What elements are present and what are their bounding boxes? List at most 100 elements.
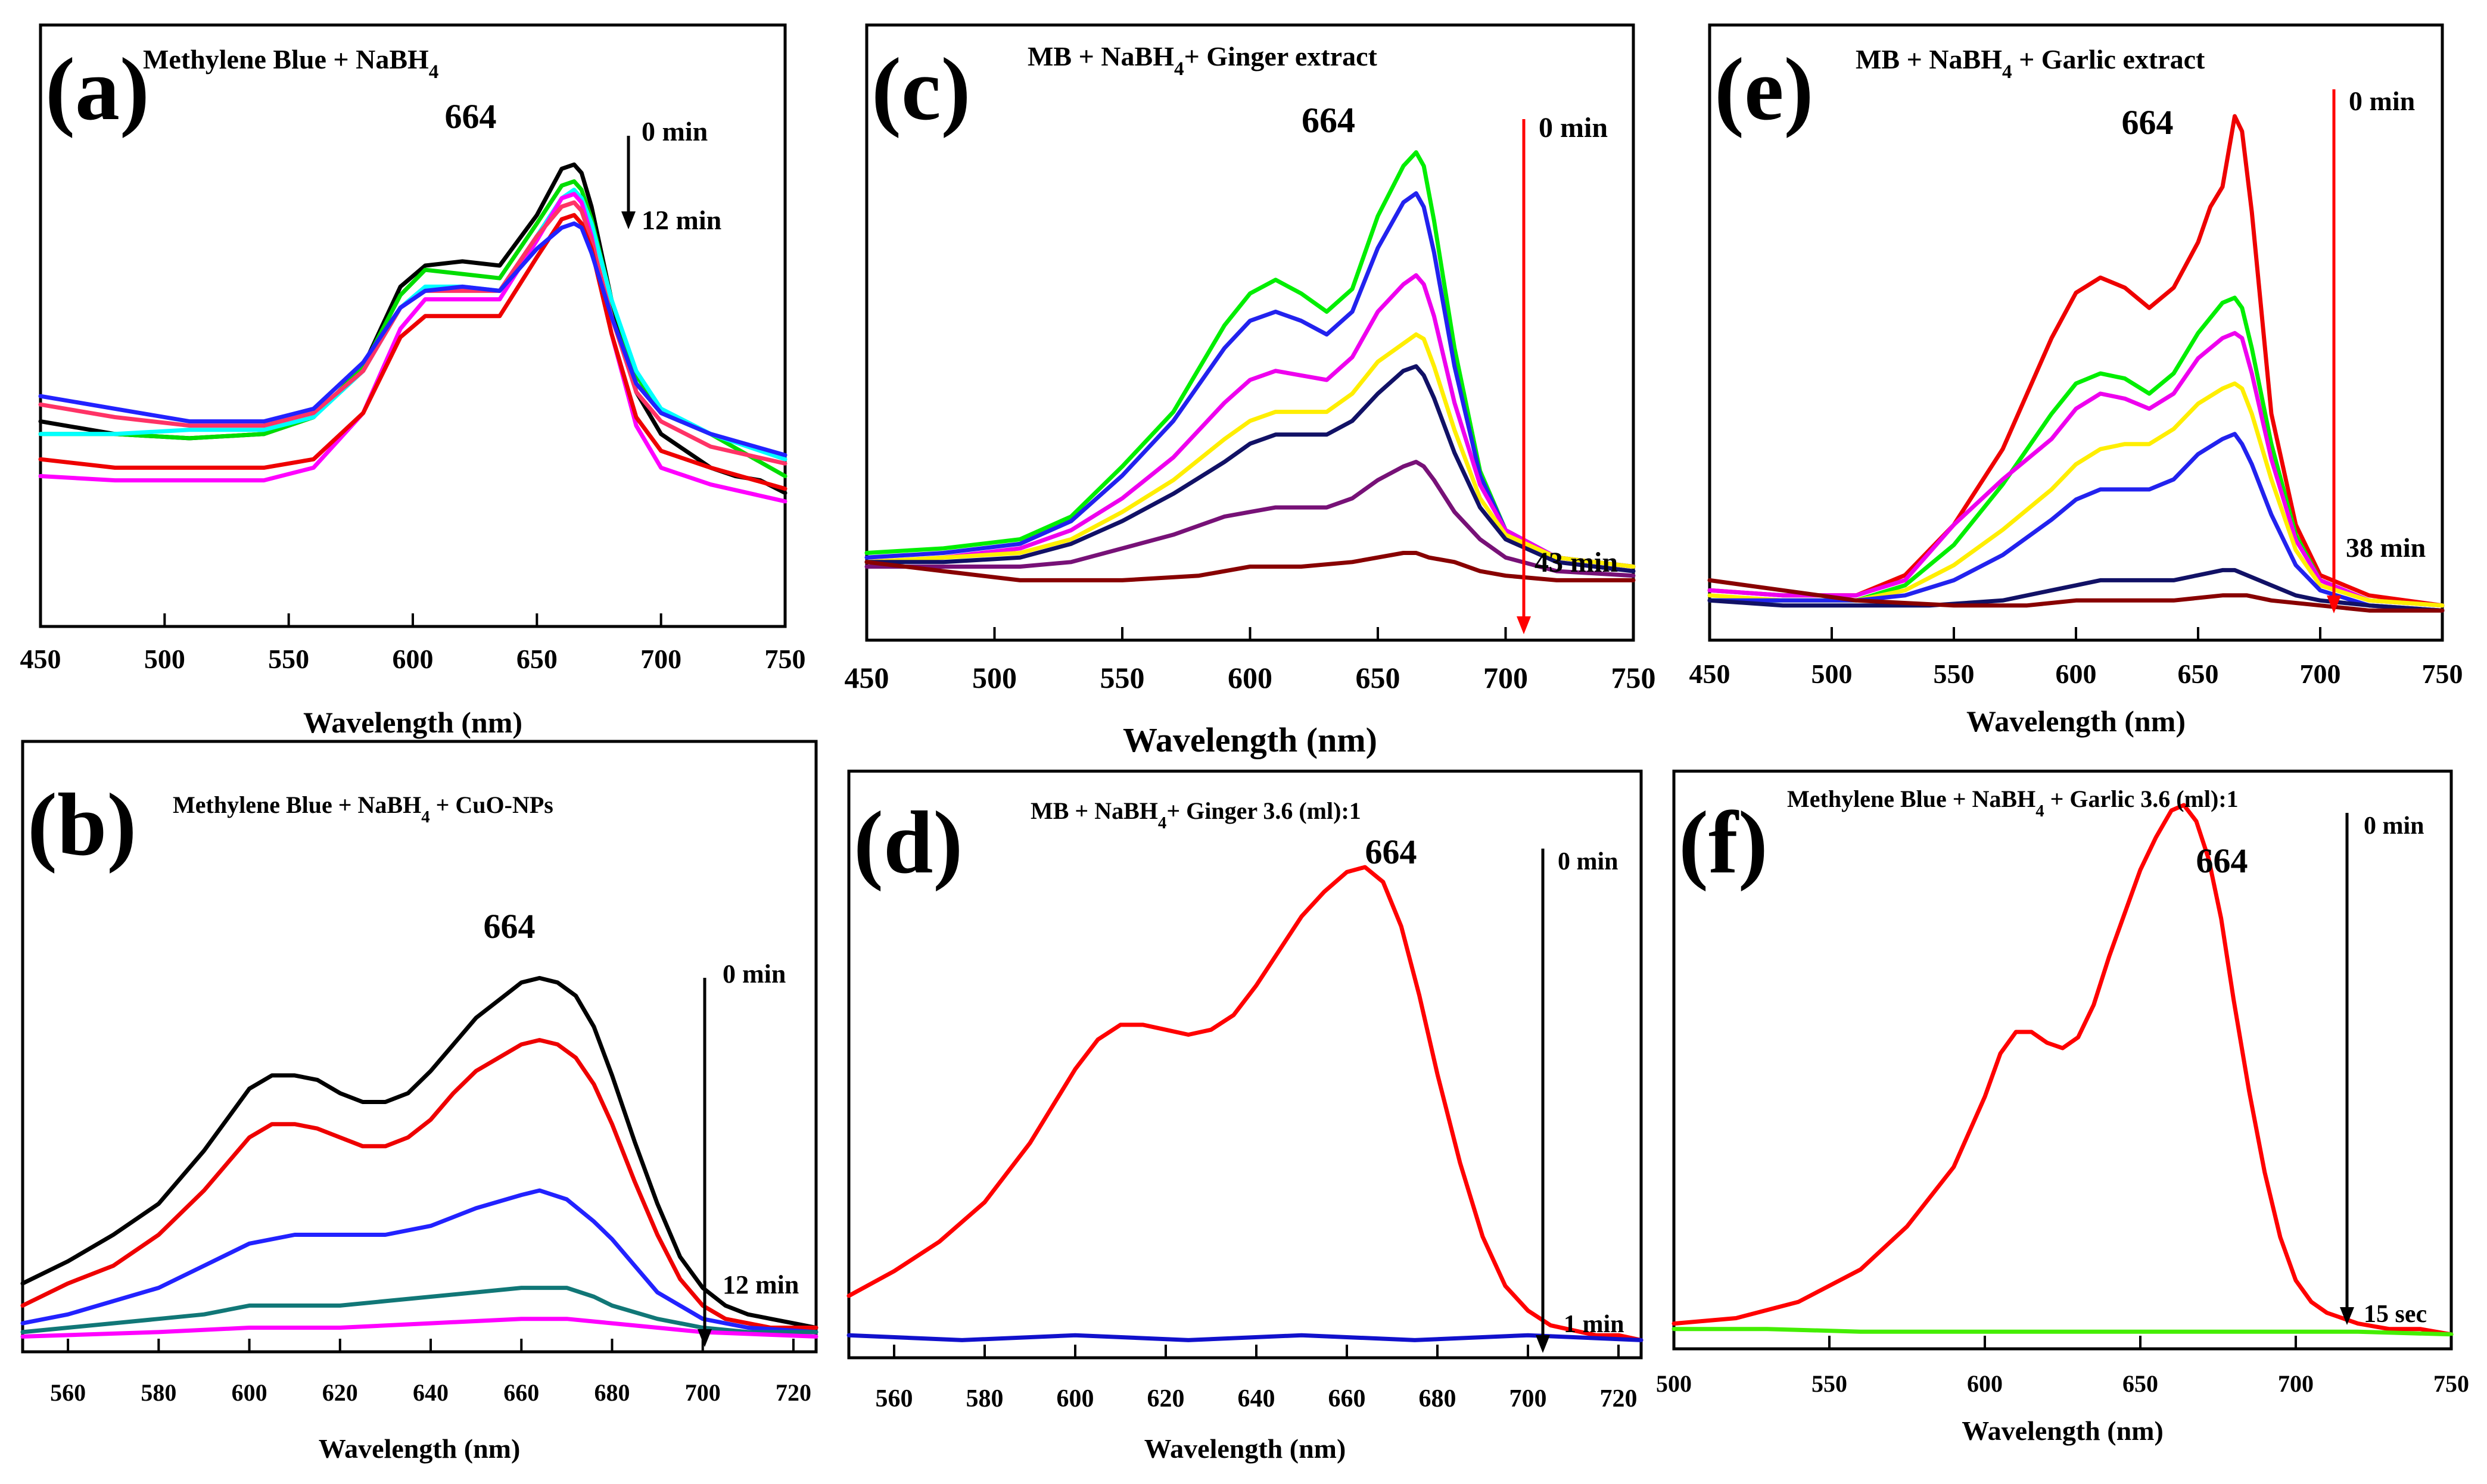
x-axis-a: 450 500 550 600 650 700 750: [20, 613, 806, 674]
time-arrow-head-f: [2340, 1307, 2354, 1325]
series-line-b-3: [20, 1286, 818, 1335]
chart-title-part-c-0: MB + NaBH: [1028, 41, 1174, 71]
arrow-start-label-d: 0 min: [1558, 848, 1618, 875]
peak-label-a: 664: [445, 97, 497, 136]
peak-label-d: 664: [1365, 833, 1417, 871]
series-line-f-0: [1672, 803, 2454, 1337]
x-tick-label-d-6: 680: [1419, 1385, 1456, 1413]
panel-b: 560 580 600 620 640 660 680 700 720 Wavelength (n…: [20, 740, 818, 1464]
chart-title-part-c-1: 4: [1174, 58, 1184, 80]
x-tick-label-c-3: 600: [1228, 661, 1272, 694]
series-line-b-0: [20, 975, 818, 1330]
arrow-end-label-c: 43 min: [1534, 547, 1618, 578]
x-tick-label-e-3: 600: [2056, 659, 2097, 689]
chart-title-part-b-1: 4: [421, 808, 429, 827]
panel-f: 500 550 600 650 700 750 Wavelength (nm) (f) Meth…: [1656, 769, 2469, 1446]
chart-title-f: Methylene Blue + NaBH4 + Garlic 3.6 (ml)…: [1787, 785, 2239, 821]
x-axis-f: 500 550 600 650 700 750: [1656, 1336, 2469, 1397]
x-axis-b: 560 580 600 620 640 660 680 700 720: [50, 1339, 811, 1406]
x-axis-c: 450 500 550 600 650 700 750: [845, 627, 1656, 694]
panel-letter-f: (f): [1679, 793, 1768, 892]
x-tick-label-c-0: 450: [845, 661, 889, 694]
chart-title-d: MB + NaBH4+ Ginger 3.6 (ml):1: [1031, 797, 1361, 833]
plot-frame-b: [21, 740, 818, 1354]
x-tick-label-d-1: 580: [966, 1385, 1004, 1413]
chart-title-e: MB + NaBH4 + Garlic extract: [1856, 44, 2205, 83]
series-line-b-4: [20, 1317, 818, 1339]
x-tick-label-b-1: 580: [141, 1379, 176, 1406]
x-tick-label-b-2: 600: [232, 1379, 267, 1406]
series-line-c-2: [864, 273, 1636, 569]
plot-frame-d: [847, 769, 1643, 1360]
x-tick-label-a-5: 700: [640, 644, 681, 674]
x-tick-label-b-6: 680: [594, 1379, 630, 1406]
arrow-start-label-a: 0 min: [642, 116, 708, 146]
x-tick-label-e-4: 650: [2178, 659, 2219, 689]
x-tick-label-a-2: 550: [268, 644, 309, 674]
series-line-c-6: [864, 551, 1636, 582]
chart-title-part-a-0: Methylene Blue + NaBH: [143, 44, 429, 74]
series-line-a-4: [38, 200, 788, 466]
series-line-b-2: [20, 1188, 818, 1335]
chart-title-part-c-2: + Ginger extract: [1184, 41, 1378, 71]
chart-title-part-b-2: + CuO-NPs: [430, 791, 553, 818]
time-arrow-head-e: [2327, 596, 2341, 613]
series-line-b-1: [20, 1038, 818, 1330]
x-tick-label-f-3: 650: [2122, 1370, 2158, 1397]
panel-letter-b: (b): [27, 775, 136, 874]
x-tick-label-e-5: 700: [2300, 659, 2341, 689]
x-tick-label-f-4: 700: [2278, 1370, 2314, 1397]
arrow-end-label-d: 1 min: [1564, 1311, 1624, 1338]
series-line-a-6: [38, 221, 788, 457]
x-tick-label-b-8: 720: [776, 1379, 811, 1406]
x-tick-label-b-0: 560: [50, 1379, 86, 1406]
x-tick-label-c-4: 650: [1356, 661, 1400, 694]
x-axis-label-e: Wavelength (nm): [1966, 704, 2186, 738]
x-tick-label-c-1: 500: [972, 661, 1017, 694]
series-group-c: [864, 150, 1636, 582]
x-tick-label-c-2: 550: [1100, 661, 1145, 694]
chart-title-c: MB + NaBH4+ Ginger extract: [1028, 41, 1377, 80]
x-tick-label-b-3: 620: [322, 1379, 358, 1406]
x-tick-label-c-6: 750: [1611, 661, 1656, 694]
x-tick-label-b-5: 660: [503, 1379, 539, 1406]
x-tick-label-b-4: 640: [413, 1379, 449, 1406]
x-tick-label-b-7: 700: [685, 1379, 721, 1406]
arrow-start-label-f: 0 min: [2364, 812, 2424, 840]
panel-letter-d: (d): [854, 793, 963, 892]
x-tick-label-f-1: 550: [1811, 1370, 1847, 1397]
series-line-f-1: [1672, 1327, 2454, 1337]
chart-title-part-e-1: 4: [2002, 61, 2012, 83]
series-line-e-2: [1707, 331, 2445, 608]
x-tick-label-d-8: 720: [1600, 1385, 1638, 1413]
peak-label-c: 664: [1302, 101, 1355, 140]
series-line-c-3: [864, 332, 1636, 569]
time-arrow-head-d: [1536, 1335, 1550, 1353]
series-line-e-4: [1707, 432, 2445, 613]
x-tick-label-f-2: 600: [1967, 1370, 2003, 1397]
x-axis-label-f: Wavelength (nm): [1962, 1416, 2164, 1446]
series-line-d-0: [846, 865, 1644, 1342]
chart-title-part-e-0: MB + NaBH: [1856, 44, 2002, 74]
x-tick-label-d-2: 600: [1057, 1385, 1094, 1413]
x-axis-e: 450 500 550 600 650 700 750: [1689, 627, 2463, 689]
peak-label-b: 664: [484, 907, 536, 946]
x-tick-label-d-7: 700: [1509, 1385, 1547, 1413]
arrow-start-label-c: 0 min: [1539, 112, 1608, 144]
x-axis-d: 560 580 600 620 640 660 680 700 720: [876, 1345, 1638, 1413]
x-tick-label-a-1: 500: [144, 644, 185, 674]
x-axis-label-b: Wavelength (nm): [319, 1433, 521, 1464]
chart-title-part-b-0: Methylene Blue + NaBH: [173, 791, 421, 818]
arrow-end-label-a: 12 min: [642, 205, 721, 235]
time-arrow-head-c: [1517, 616, 1531, 634]
series-group-b: [20, 975, 818, 1339]
series-line-c-0: [864, 150, 1636, 569]
series-group-a: [38, 162, 788, 504]
peak-label-f: 664: [2196, 841, 2248, 880]
chart-title-part-d-0: MB + NaBH: [1031, 797, 1158, 824]
panel-a: 450 500 550 600 650 700 750 Wavelength (nm) (a)M…: [20, 23, 806, 739]
series-line-a-5: [38, 213, 788, 491]
x-axis-label-c: Wavelength (nm): [1123, 721, 1377, 759]
panel-letter-e: (e): [1714, 40, 1813, 139]
x-tick-label-d-5: 660: [1328, 1385, 1366, 1413]
